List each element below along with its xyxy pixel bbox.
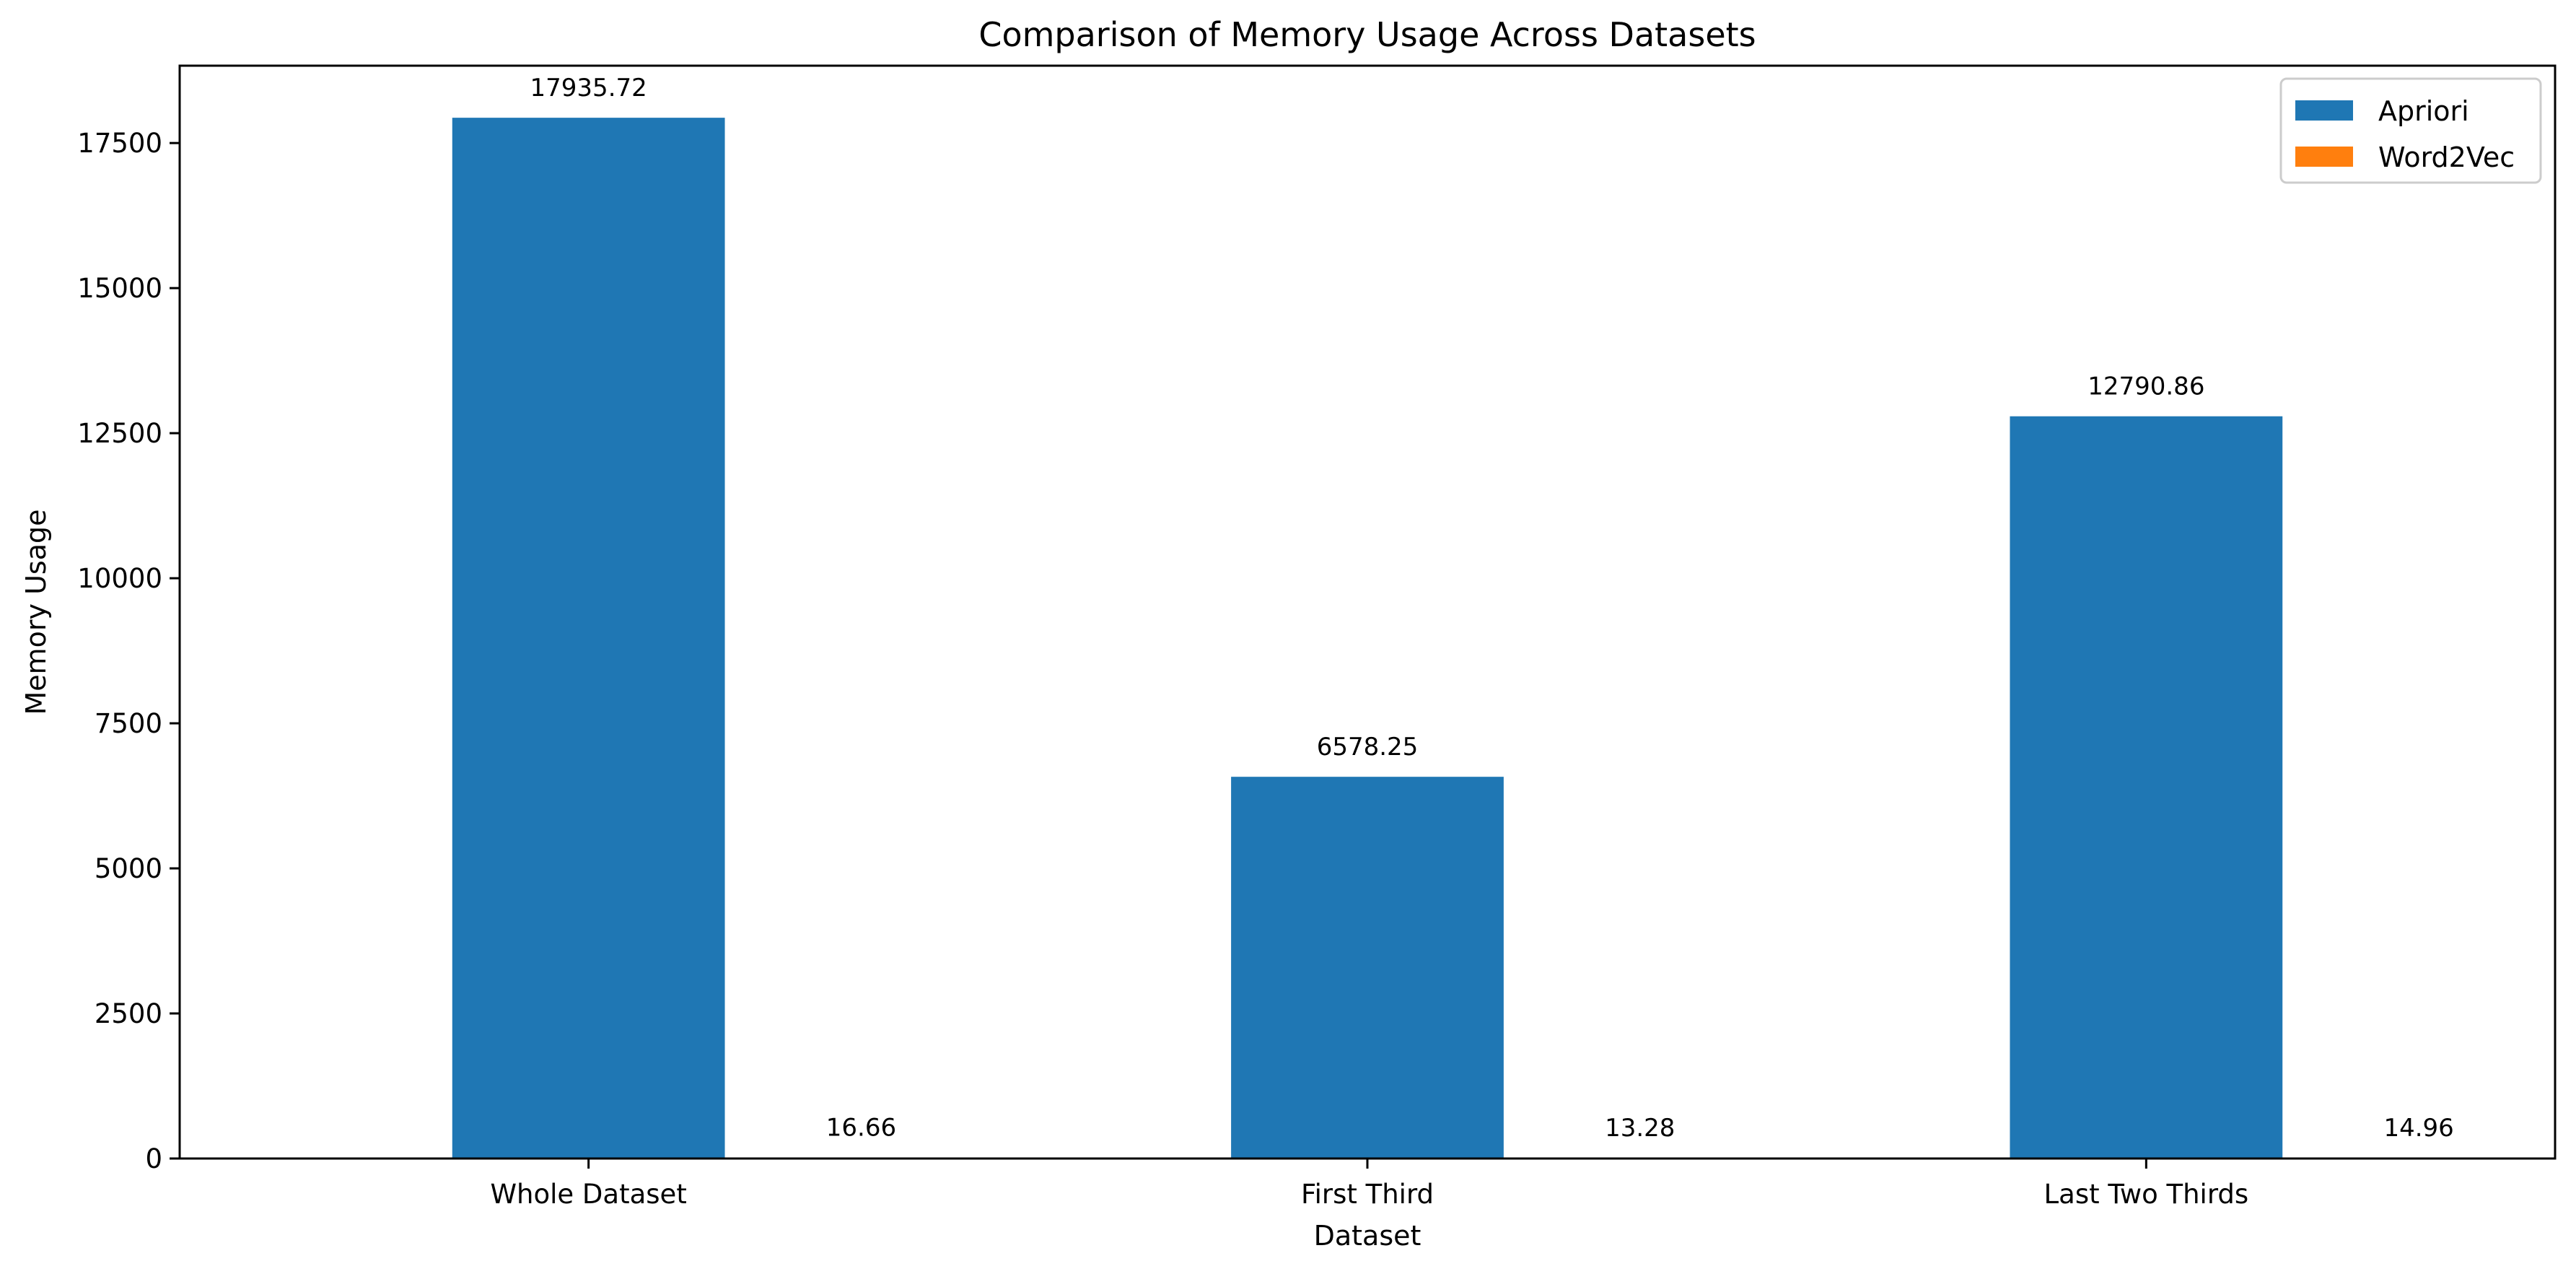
- x-tick-label: Last Two Thirds: [2044, 1179, 2249, 1210]
- bar-apriori-2: [1231, 777, 1504, 1159]
- data-label-word2vec-1: 16.66: [826, 1114, 896, 1143]
- data-label-apriori-3: 12790.86: [2087, 372, 2204, 401]
- y-axis-label: Memory Usage: [20, 509, 52, 715]
- y-tick-label: 2500: [95, 998, 162, 1029]
- y-tick-label: 15000: [77, 273, 162, 304]
- legend-label-word2vec: Word2Vec: [2378, 141, 2515, 173]
- legend-swatch-word2vec: [2295, 147, 2353, 167]
- y-tick-label: 12500: [77, 418, 162, 449]
- y-tick-label: 10000: [77, 563, 162, 594]
- y-tick-label: 7500: [95, 708, 162, 739]
- y-tick-label: 0: [145, 1143, 162, 1174]
- x-axis: Whole Dataset First Third Last Two Thirds: [490, 1159, 2248, 1210]
- data-label-word2vec-3: 14.96: [2383, 1114, 2453, 1143]
- y-tick-label: 17500: [77, 128, 162, 159]
- legend: Apriori Word2Vec: [2279, 77, 2542, 184]
- bar-apriori-3: [2010, 416, 2283, 1159]
- x-tick-label: First Third: [1301, 1179, 1434, 1210]
- data-labels-group: 17935.72 6578.25 12790.86 16.66 13.28 14.96: [530, 74, 2454, 1143]
- bars-group: [452, 118, 2555, 1159]
- y-axis: 0 2500 5000 7500 10000 12500 15000 17500: [77, 128, 180, 1174]
- legend-swatch-apriori: [2295, 100, 2353, 121]
- bar-apriori-1: [452, 118, 725, 1159]
- x-tick-label: Whole Dataset: [490, 1179, 686, 1210]
- x-axis-label: Dataset: [1314, 1220, 1421, 1252]
- legend-label-apriori: Apriori: [2378, 95, 2469, 127]
- data-label-word2vec-2: 13.28: [1605, 1114, 1675, 1143]
- chart-title: Comparison of Memory Usage Across Datase…: [978, 15, 1756, 54]
- y-tick-label: 5000: [95, 853, 162, 884]
- data-label-apriori-2: 6578.25: [1317, 733, 1419, 762]
- data-label-apriori-1: 17935.72: [530, 74, 647, 102]
